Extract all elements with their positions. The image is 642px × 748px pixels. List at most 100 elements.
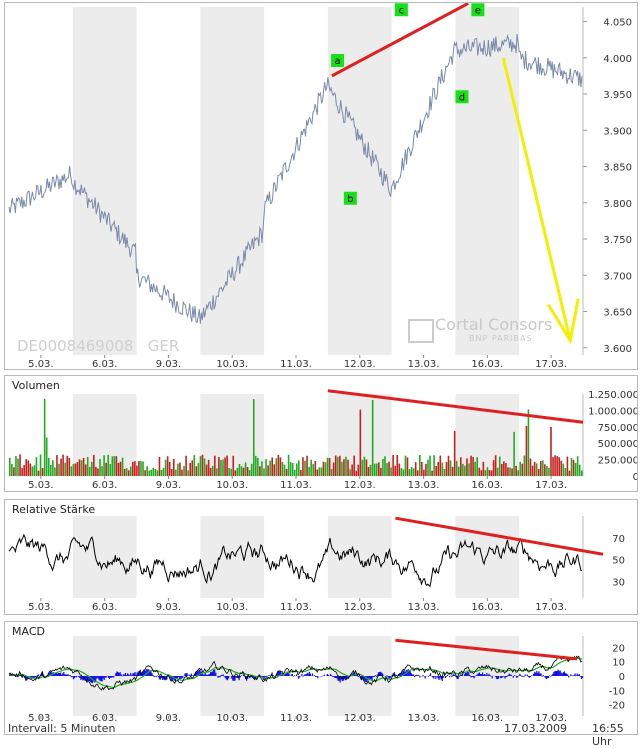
volume-bar (230, 469, 232, 476)
volume-bar (294, 470, 296, 476)
volume-bar (304, 461, 306, 476)
macd-histogram-bar (130, 673, 131, 676)
volume-bar (343, 459, 345, 476)
volume-bar (524, 455, 526, 476)
macd-histogram-bar (574, 673, 575, 676)
macd-histogram-bar (576, 675, 577, 676)
macd-histogram-bar (435, 676, 436, 679)
volume-bar (226, 456, 228, 476)
macd-histogram-bar (292, 674, 293, 676)
macd-histogram-bar (217, 676, 218, 678)
y-tick-label: 20 (612, 643, 625, 654)
volume-bar (560, 461, 562, 476)
volume-bar (458, 467, 460, 476)
macd-histogram-bar (554, 671, 555, 676)
volume-bar (489, 470, 491, 476)
macd-histogram-bar (112, 676, 113, 677)
volume-bar (399, 464, 401, 476)
macd-histogram-bar (133, 673, 134, 676)
macd-histogram-bar (477, 674, 478, 676)
macd-histogram-bar (210, 672, 211, 676)
macd-histogram-bar (565, 673, 566, 676)
macd-histogram-bar (443, 676, 444, 678)
watermark-sub: BNP PARIBAS (469, 334, 533, 343)
macd-histogram-bar (525, 674, 526, 676)
macd-histogram-bar (134, 672, 135, 676)
volume-bar (300, 470, 302, 476)
volume-bar (36, 457, 38, 476)
macd-histogram-bar (97, 676, 98, 678)
macd-histogram-bar (154, 676, 155, 677)
macd-histogram-bar (377, 675, 378, 676)
volume-bar (159, 457, 161, 476)
macd-histogram-bar (212, 671, 213, 676)
volume-bar (235, 470, 237, 476)
macd-histogram-bar (506, 676, 507, 677)
macd-histogram-bar (120, 672, 121, 676)
macd-histogram-bar (358, 676, 359, 677)
annotation-label: e (475, 5, 481, 16)
macd-histogram-bar (505, 676, 506, 677)
volume-bar (208, 460, 210, 476)
volume-bar (142, 461, 144, 476)
volume-bar (290, 462, 292, 476)
macd-histogram-bar (80, 676, 81, 680)
volume-bar (409, 469, 411, 476)
macd-histogram-bar (274, 676, 275, 677)
volume-bar (116, 456, 118, 476)
macd-histogram-bar (63, 672, 64, 676)
volume-bar (349, 469, 351, 476)
volume-bar (339, 456, 341, 476)
volume-bar (220, 460, 222, 476)
macd-histogram-bar (208, 674, 209, 676)
volume-bar (237, 468, 239, 476)
macd-histogram-bar (445, 676, 446, 678)
volume-bar (263, 468, 265, 476)
volume-bar (353, 456, 355, 476)
macd-histogram-bar (64, 674, 65, 676)
macd-histogram-bar (124, 675, 125, 676)
macd-histogram-bar (485, 675, 486, 676)
volume-bar (66, 456, 68, 476)
volume-bar (282, 462, 284, 476)
macd-histogram-bar (213, 670, 214, 676)
volume-bar (212, 466, 214, 476)
macd-histogram-bar (580, 676, 581, 677)
volume-bar (526, 426, 528, 476)
volume-bar (118, 463, 120, 476)
macd-histogram-bar (302, 676, 303, 677)
macd-histogram-bar (74, 676, 75, 678)
macd-histogram-bar (95, 676, 96, 681)
macd-histogram-bar (552, 674, 553, 676)
macd-histogram-bar (59, 673, 60, 676)
date-label: 17.03.2009 (504, 722, 567, 735)
macd-histogram-bar (536, 671, 537, 676)
macd-histogram-bar (561, 673, 562, 676)
volume-bar (495, 455, 497, 476)
volume-bar (126, 468, 128, 476)
day-stripe (455, 7, 519, 355)
volume-bar (312, 464, 314, 476)
volume-bar (167, 456, 169, 476)
macd-histogram-bar (454, 675, 455, 676)
macd-histogram-bar (61, 675, 62, 676)
volume-bar (333, 462, 335, 476)
volume-bar (194, 455, 196, 476)
volume-bar (11, 464, 13, 476)
macd-histogram-bar (460, 675, 461, 676)
macd-histogram-bar (560, 670, 561, 676)
macd-histogram-bar (71, 676, 72, 677)
volume-bar (509, 468, 511, 476)
volume-bar (503, 461, 505, 476)
macd-histogram-bar (489, 675, 490, 676)
macd-histogram-bar (67, 674, 68, 676)
macd-histogram-bar (370, 676, 371, 679)
volume-bar (565, 468, 567, 476)
volume-bar (396, 455, 398, 476)
volume-bar (34, 465, 36, 476)
macd-histogram-bar (227, 676, 228, 680)
macd-histogram-bar (568, 676, 569, 677)
y-tick-label: 70 (612, 534, 625, 545)
macd-histogram-bar (544, 676, 545, 677)
